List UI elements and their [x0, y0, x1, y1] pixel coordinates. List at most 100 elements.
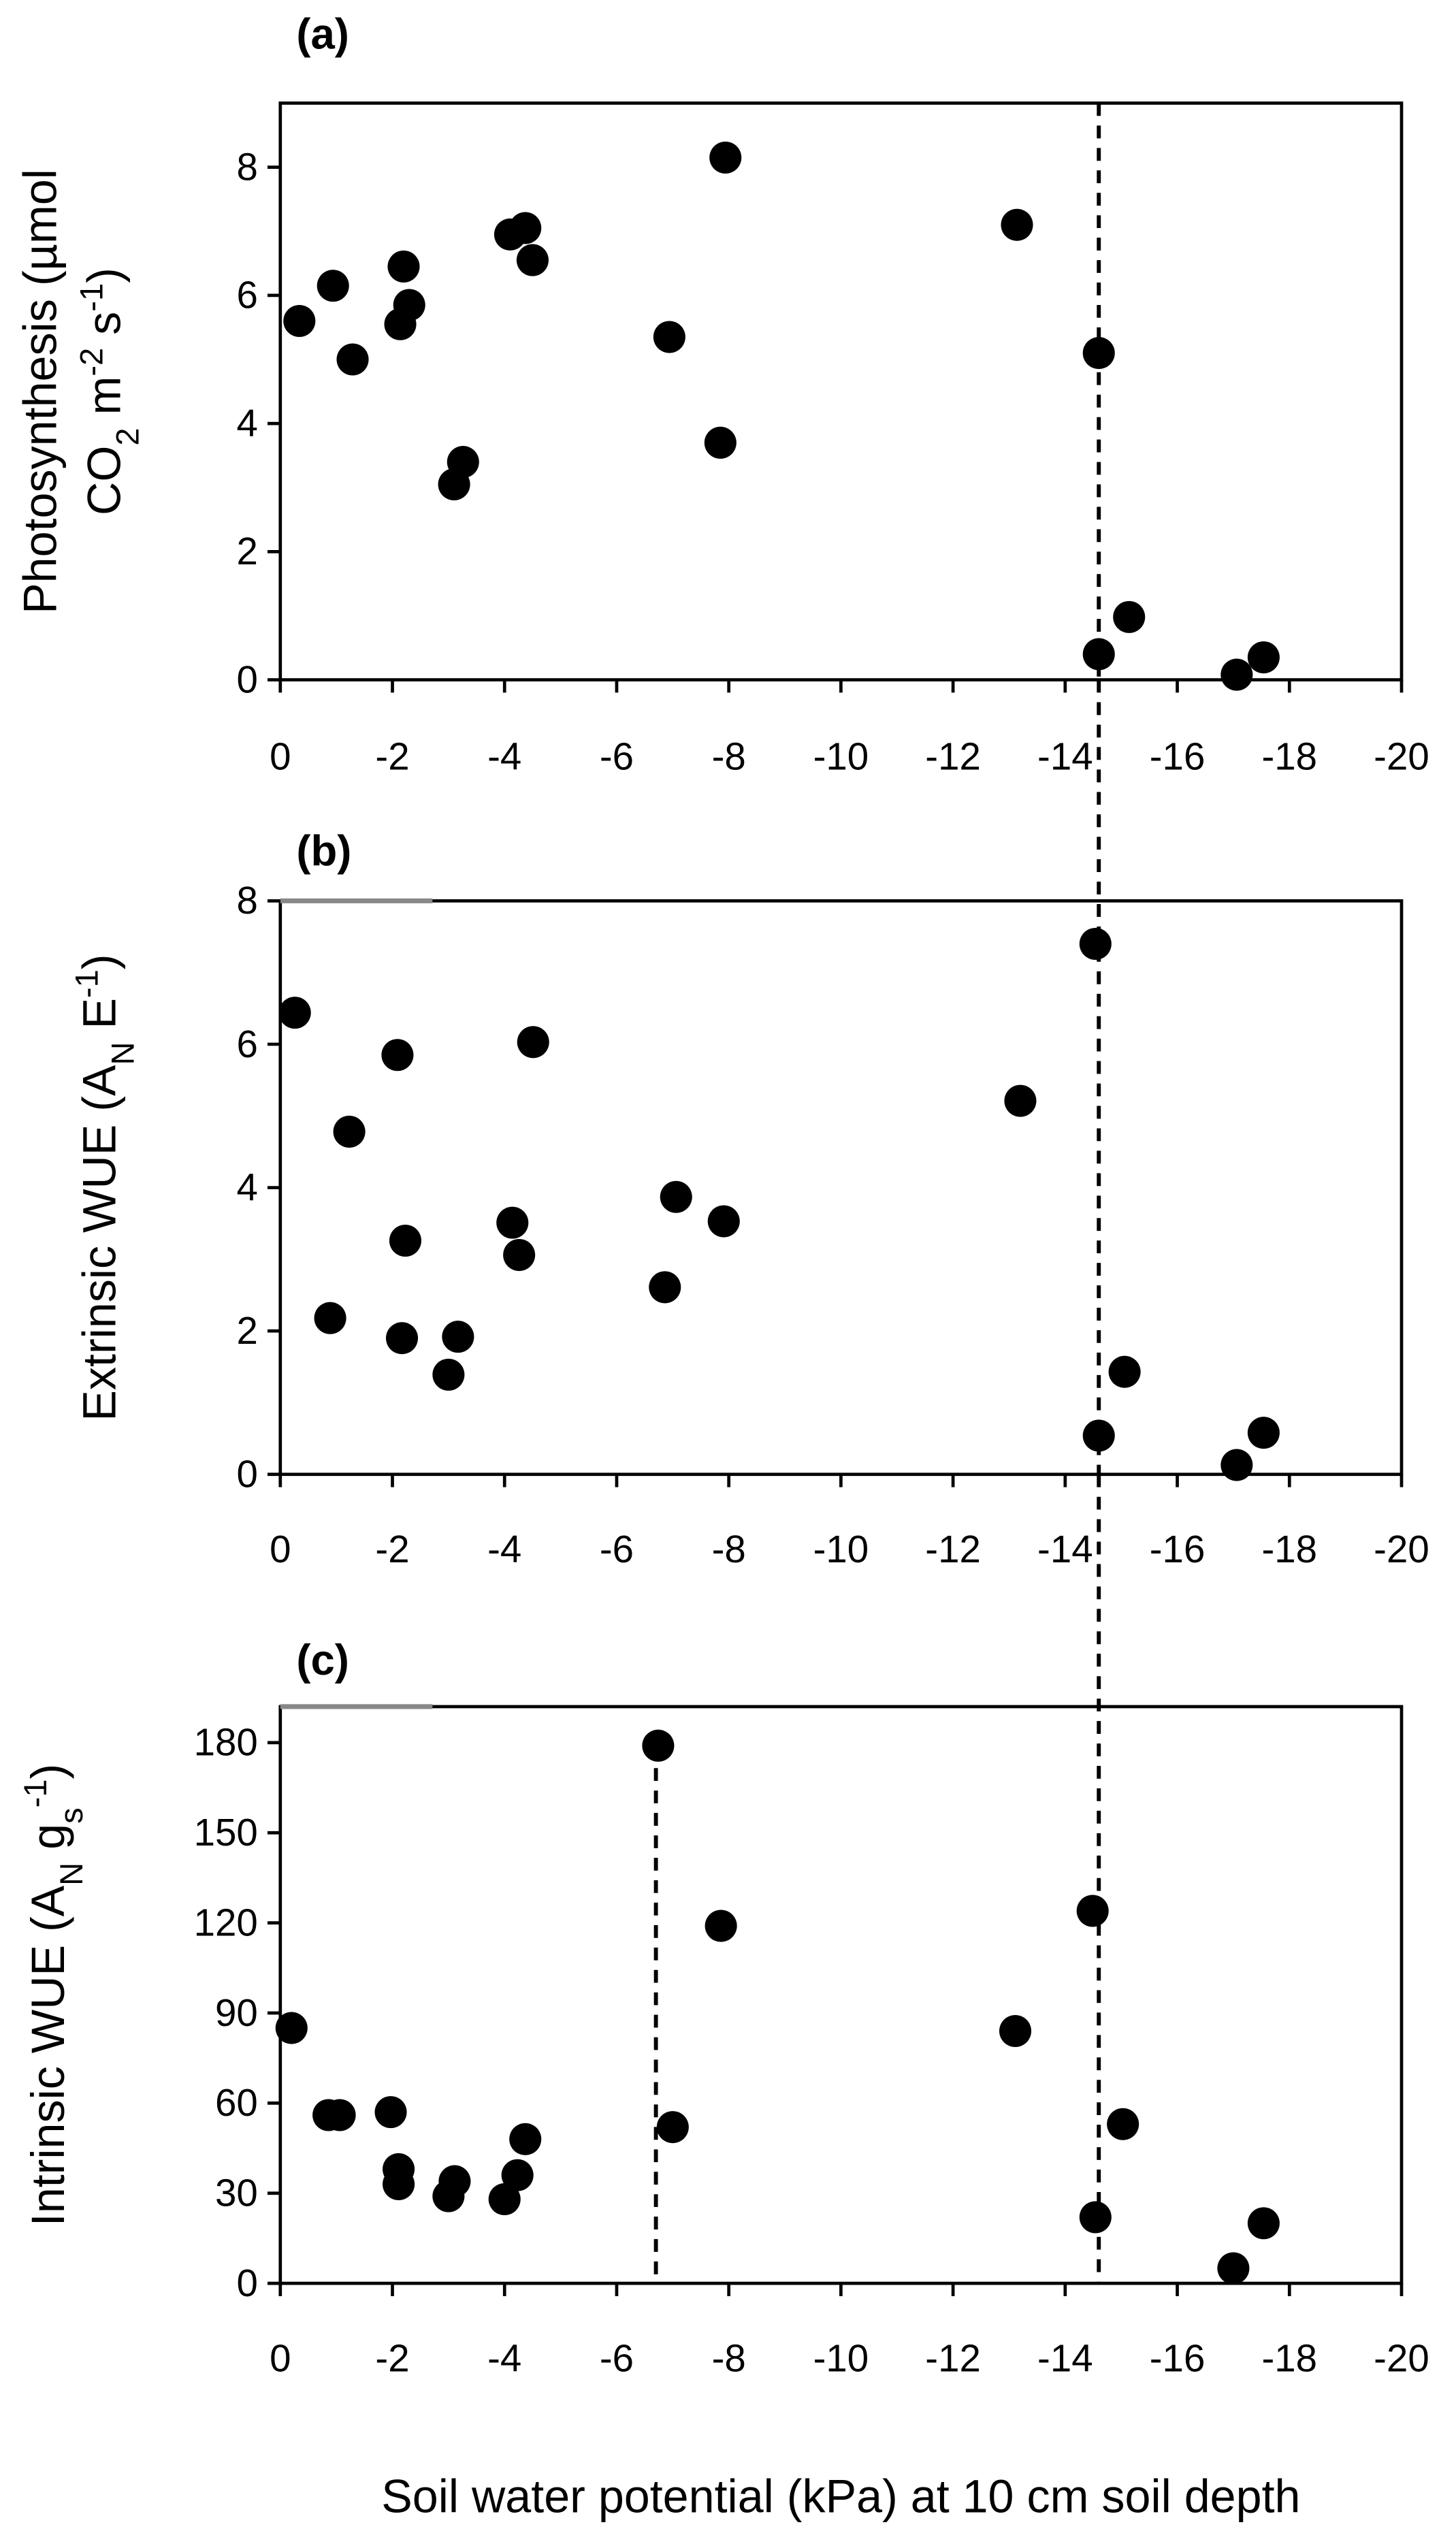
x-tick-label: -20	[1374, 735, 1429, 777]
x-tick-label: -6	[600, 1528, 634, 1570]
y-axis-label-part: N	[53, 1863, 89, 1886]
point	[660, 1180, 692, 1213]
x-tick-label: -8	[712, 1528, 746, 1570]
y-tick-label: 30	[215, 2172, 258, 2214]
point	[1079, 2201, 1112, 2234]
panel: (b)0 -2 -4 -6 -8 -10 -12 -14 -16 -18 -2002468Extri…	[68, 679, 1429, 1570]
y-tick-label: 0	[236, 2261, 257, 2304]
point	[653, 321, 685, 353]
plot-frame	[278, 101, 1404, 681]
point	[393, 289, 425, 321]
panel: (c)0 -2 -4 -6 -8 -10 -12 -14 -16 -18 -200306090120…	[17, 1474, 1429, 2523]
point	[1004, 1084, 1037, 1117]
panel-title: (b)	[296, 827, 351, 875]
x-tick-label: -12	[925, 735, 981, 777]
point	[336, 343, 369, 376]
point	[314, 1302, 346, 1334]
point	[1220, 658, 1253, 691]
x-tick-label: -10	[813, 2337, 869, 2380]
x-tick-label: -20	[1374, 1528, 1429, 1570]
y-axis-label-part: )	[74, 954, 125, 969]
x-tick-label: -8	[712, 735, 746, 777]
x-tick-label: -20	[1374, 2337, 1429, 2380]
point	[1108, 1355, 1141, 1388]
panel: (a)0 -2 -4 -6 -8 -10 -12 -14 -16 -18 -2002468Photo…	[14, 10, 1429, 777]
y-axis-label-part: g	[22, 1824, 74, 1863]
x-tick-label: -16	[1150, 735, 1206, 777]
point	[649, 1271, 681, 1304]
x-tick-label: -2	[375, 1528, 409, 1570]
point	[1082, 1419, 1115, 1452]
y-tick-label: 6	[236, 1022, 257, 1065]
x-tick-label: -12	[925, 2337, 981, 2380]
y-tick-label: 180	[194, 1721, 258, 1764]
point	[1079, 927, 1112, 961]
y-axis-label-part: m	[78, 376, 130, 428]
point	[283, 304, 316, 338]
point	[374, 2096, 407, 2129]
y-axis-label-part: -1	[73, 283, 109, 312]
point	[278, 997, 311, 1029]
y-axis-label-part: s	[78, 312, 130, 348]
point	[387, 250, 420, 283]
y-tick-label: 60	[215, 2081, 258, 2124]
y-tick-label: 2	[236, 530, 257, 573]
y-axis-label-part: N	[104, 1042, 140, 1065]
x-axis-label: Soil water potential (kPa) at 10 cm soil…	[381, 2471, 1300, 2523]
x-tick-label: -2	[375, 2337, 409, 2380]
x-tick-label: -18	[1261, 2337, 1317, 2380]
point	[389, 1224, 421, 1257]
x-tick-label: -18	[1261, 1528, 1317, 1570]
point	[1217, 2252, 1250, 2285]
point	[999, 2014, 1032, 2048]
x-tick-label: -2	[375, 735, 409, 777]
x-tick-label: -16	[1150, 1528, 1206, 1570]
point	[323, 2099, 356, 2131]
point	[509, 2123, 542, 2155]
point	[333, 1115, 366, 1148]
point	[385, 1322, 419, 1355]
y-tick-label: 8	[236, 145, 257, 188]
y-tick-label: 90	[215, 1991, 258, 2034]
point	[488, 2183, 521, 2216]
point	[1247, 641, 1280, 674]
point	[1113, 600, 1146, 633]
x-tick-label: -18	[1261, 735, 1317, 777]
x-tick-label: -4	[487, 1528, 521, 1570]
point	[656, 2111, 689, 2144]
y-axis-label-part: s	[53, 1807, 89, 1824]
x-tick-label: -4	[487, 2337, 521, 2380]
point	[1082, 638, 1115, 671]
x-tick-label: 0	[270, 735, 291, 777]
point	[275, 2012, 308, 2044]
point	[1107, 2108, 1139, 2140]
point	[509, 212, 542, 244]
y-tick-label: 0	[236, 1453, 257, 1496]
x-tick-label: -6	[600, 735, 634, 777]
y-axis-label-part: E	[74, 998, 125, 1042]
point	[496, 1206, 529, 1239]
x-tick-label: -14	[1037, 2337, 1093, 2380]
y-axis-label-part: -2	[73, 348, 109, 376]
point	[707, 1205, 740, 1238]
point	[1082, 337, 1115, 370]
y-tick-label: 0	[236, 658, 257, 700]
y-axis-label-part: -1	[17, 1779, 53, 1808]
y-axis-label: Extrinsic WUE (AN E-1)	[68, 954, 140, 1421]
x-tick-label: -14	[1037, 735, 1093, 777]
x-tick-label: -10	[813, 1528, 869, 1570]
point	[1001, 208, 1033, 241]
y-tick-label: 120	[194, 1901, 258, 1944]
point	[709, 141, 742, 174]
y-axis-label-part: -1	[68, 969, 104, 998]
y-axis-label-part: )	[22, 1764, 74, 1779]
x-tick-label: -14	[1037, 1528, 1093, 1570]
y-tick-label: 2	[236, 1309, 257, 1352]
point	[1247, 1417, 1280, 1449]
point	[503, 1239, 536, 1272]
point	[642, 1729, 675, 1762]
x-tick-label: -10	[813, 735, 869, 777]
y-tick-label: 150	[194, 1811, 258, 1854]
panel-title: (c)	[296, 1636, 349, 1684]
